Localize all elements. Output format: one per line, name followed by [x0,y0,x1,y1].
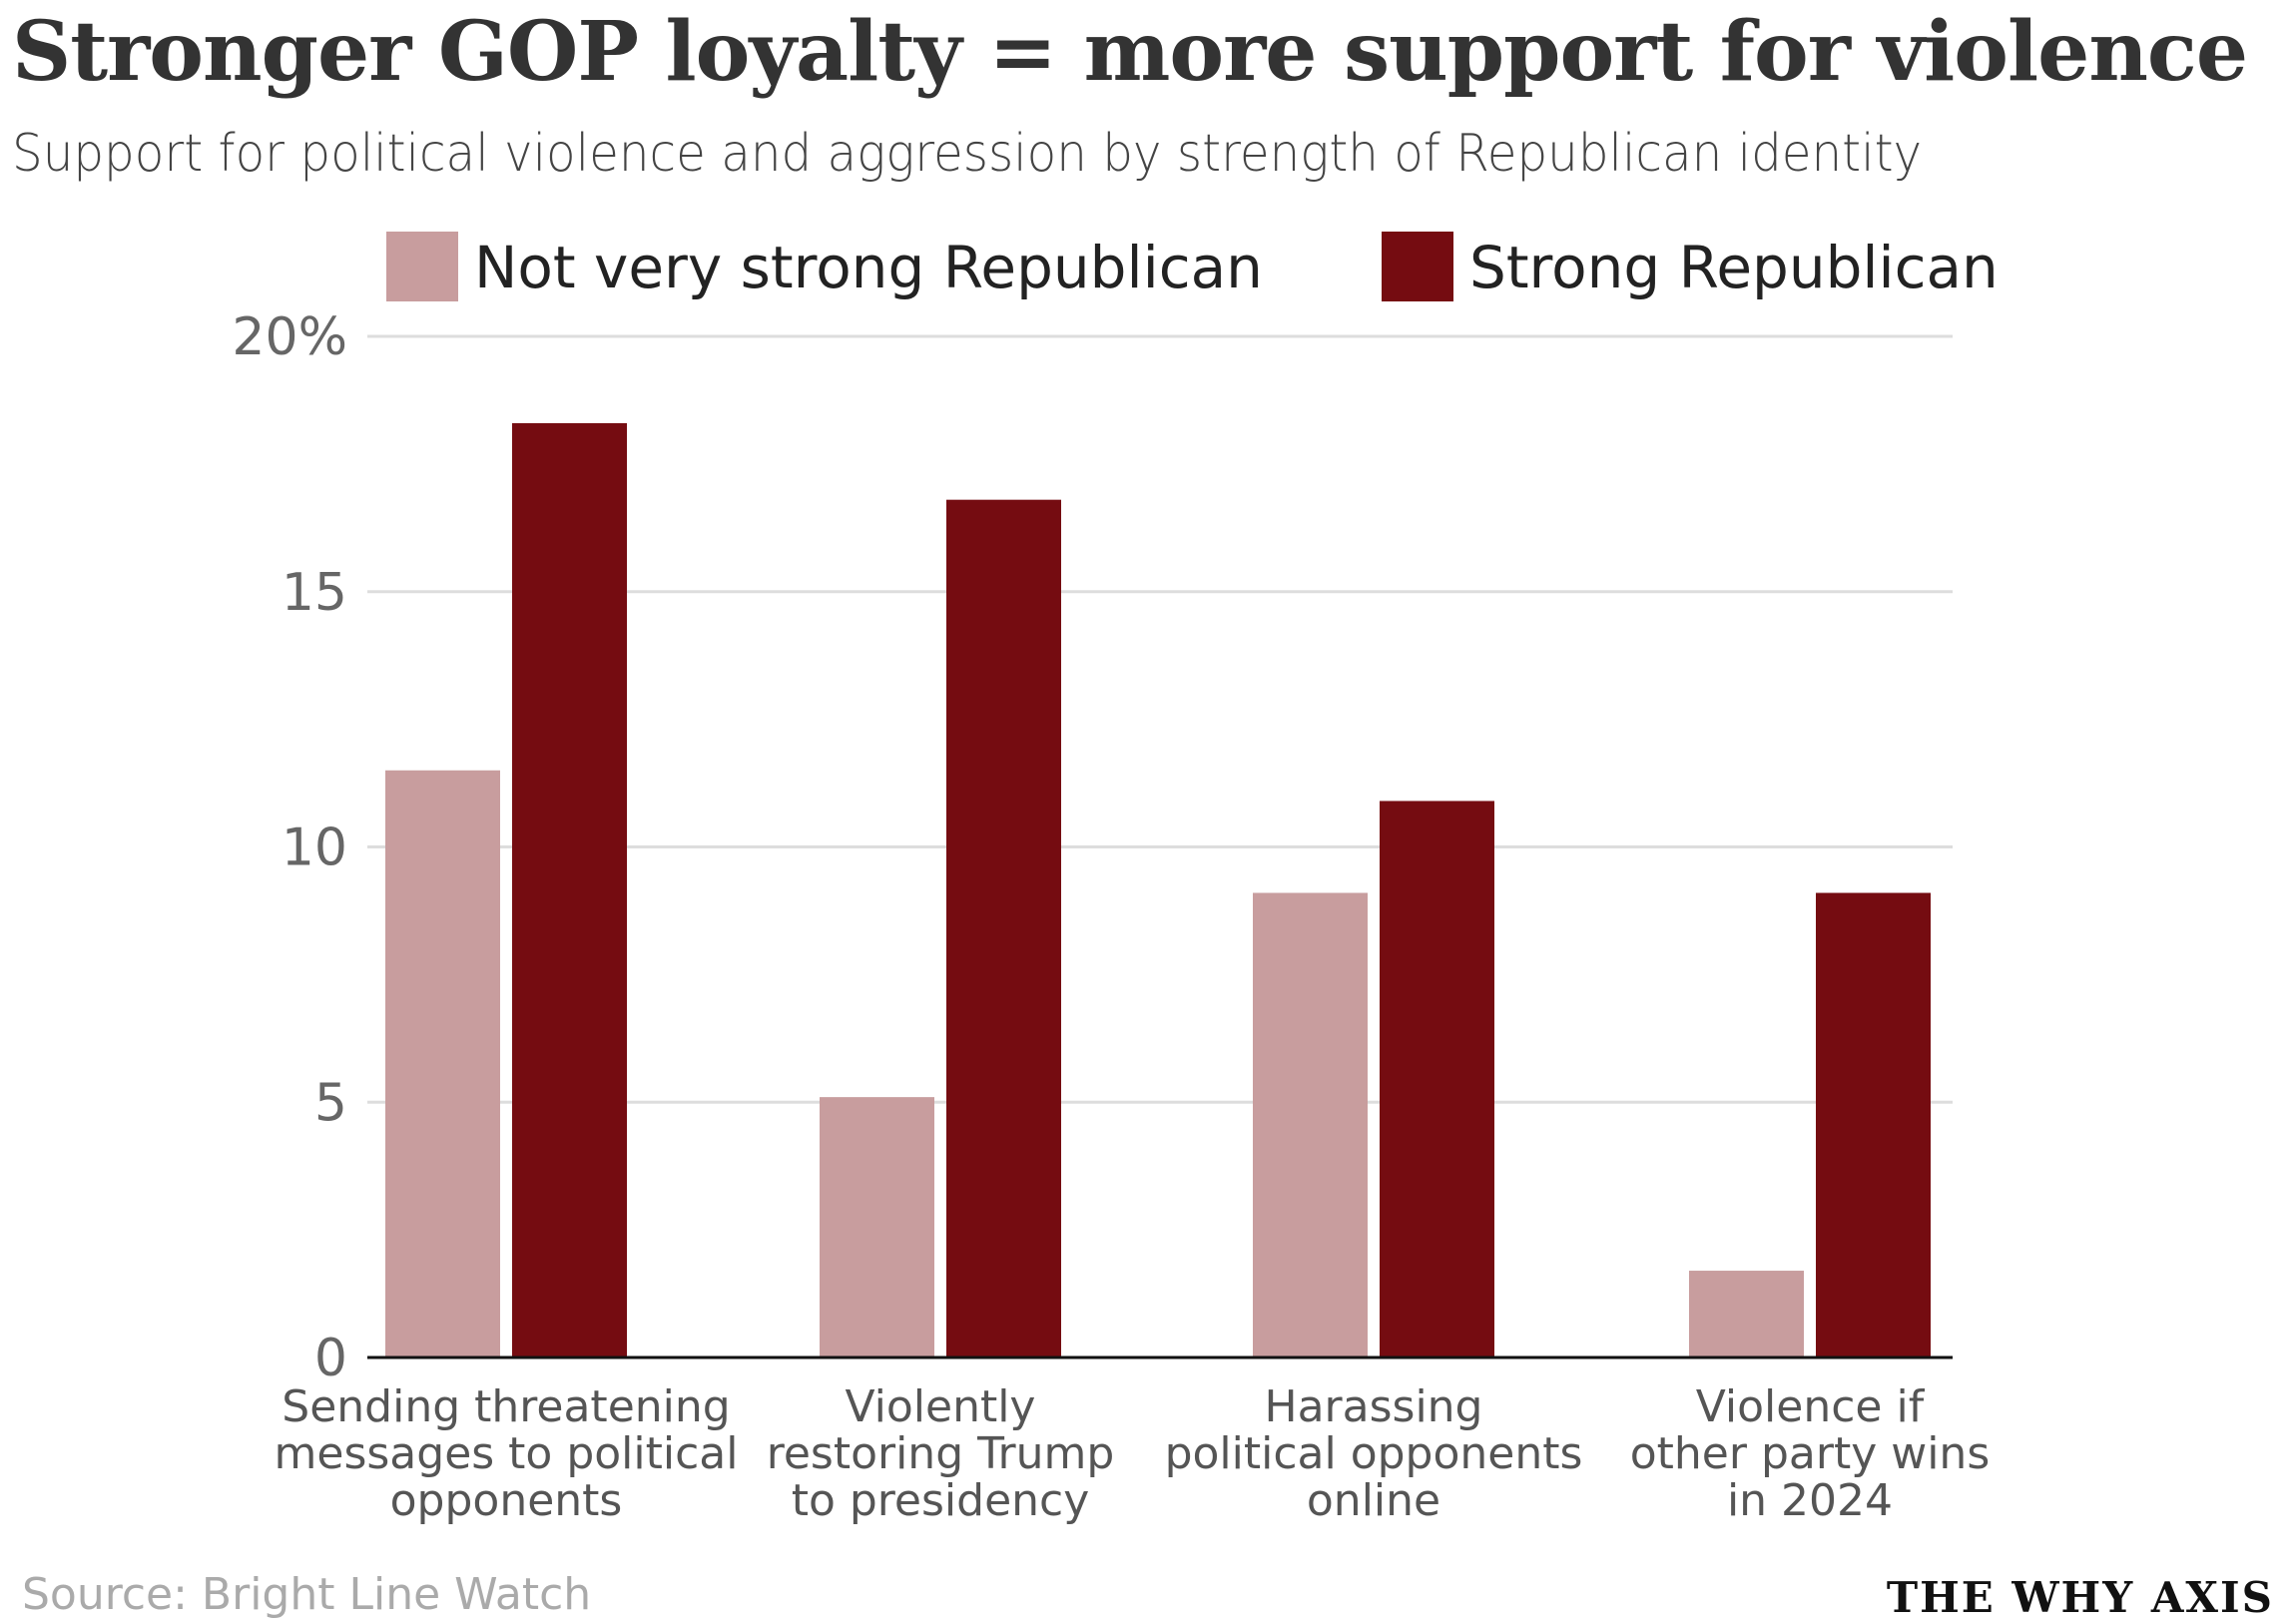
bar-strong-2 [1380,801,1494,1357]
y-tick-label: 10 [282,818,347,878]
bar-strong-0 [512,422,627,1358]
y-tick-label: 0 [314,1329,347,1388]
brand-logo: THE WHY AXIS [1886,1573,2274,1622]
chart-title: Stronger GOP loyalty = more support for … [12,4,2248,100]
category-labels: Sending threatening messages to political… [275,1381,1991,1526]
y-tick-label: 20% [232,307,347,367]
bar-not-very-strong-3 [1689,1271,1804,1357]
source-note: Source: Bright Line Watch [22,1569,592,1620]
bar-not-very-strong-2 [1253,892,1368,1357]
y-tick-label: 15 [282,563,347,623]
bar-not-very-strong-0 [385,770,500,1357]
bar-strong-1 [946,499,1061,1357]
legend-swatch [1382,232,1453,301]
legend-swatch [386,232,458,301]
x-category-label: Sending threatening messages to political… [275,1381,739,1526]
x-category-label: Violently restoring Trump to presidency [767,1381,1115,1526]
gridlines: 0 5 10 15 20% [232,307,1953,1388]
bars [385,422,1931,1358]
y-tick-label: 5 [314,1073,347,1133]
legend-label: Strong Republican [1469,234,1999,301]
x-category-label: Violence if other party wins in 2024 [1630,1381,1991,1526]
bar-not-very-strong-1 [820,1097,934,1357]
legend-label: Not very strong Republican [474,234,1263,301]
bar-strong-3 [1816,892,1931,1357]
legend: Not very strong Republican Strong Republi… [386,232,1999,301]
chart-subtitle: Support for political violence and aggre… [12,124,1923,184]
x-category-label: Harassing political opponents online [1165,1381,1583,1526]
